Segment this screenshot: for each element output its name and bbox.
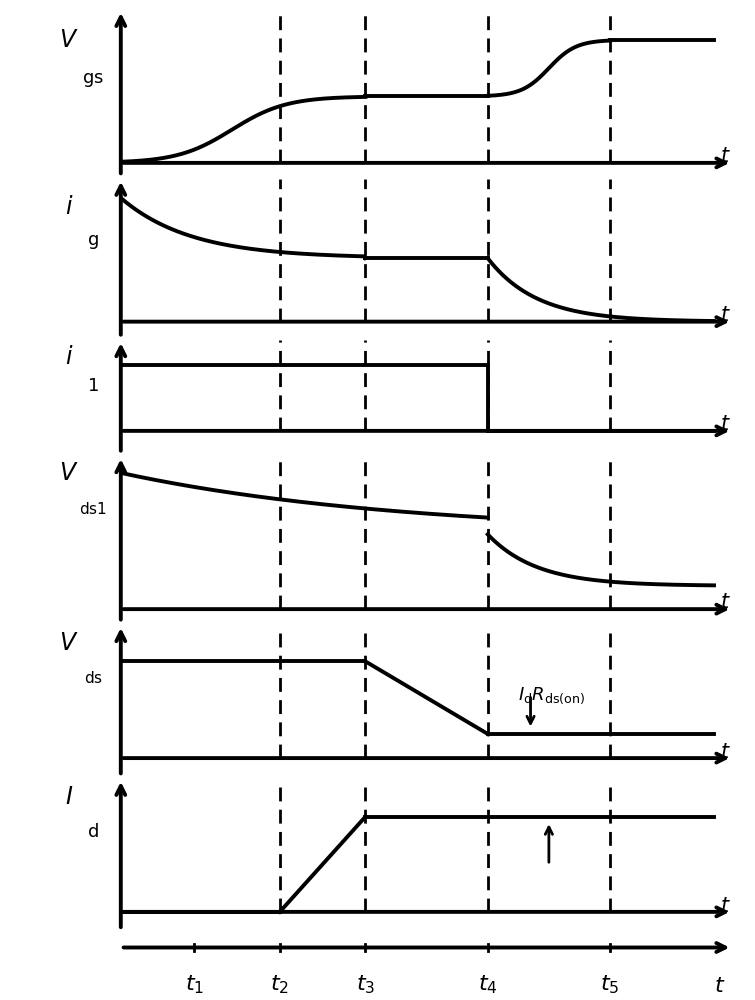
Text: $i$: $i$ [65, 345, 73, 369]
Text: $t_4$: $t_4$ [478, 974, 498, 996]
Text: $t$: $t$ [720, 414, 731, 434]
Text: $t$: $t$ [720, 146, 731, 166]
Text: $I$: $I$ [65, 785, 73, 809]
Text: $\mathrm{gs}$: $\mathrm{gs}$ [82, 71, 104, 89]
Text: $\mathrm{ds}$: $\mathrm{ds}$ [84, 670, 103, 686]
Text: $t_1$: $t_1$ [185, 974, 204, 996]
Text: $\mathrm{d}$: $\mathrm{d}$ [88, 823, 99, 841]
Text: $V$: $V$ [59, 631, 79, 655]
Text: $t_2$: $t_2$ [270, 974, 289, 996]
Text: $t$: $t$ [720, 592, 731, 612]
Text: $i$: $i$ [65, 195, 73, 219]
Text: $1$: $1$ [88, 377, 99, 395]
Text: $t$: $t$ [720, 896, 731, 916]
Text: $t$: $t$ [720, 305, 731, 325]
Text: $I_\mathrm{d}R_\mathrm{ds(on)}$: $I_\mathrm{d}R_\mathrm{ds(on)}$ [518, 686, 586, 706]
Text: $V$: $V$ [59, 28, 79, 52]
Text: $t$: $t$ [720, 742, 731, 762]
Text: $\mathrm{ds1}$: $\mathrm{ds1}$ [79, 501, 107, 517]
Text: $t$: $t$ [714, 976, 726, 996]
Text: $V$: $V$ [59, 461, 79, 485]
Text: $\mathrm{g}$: $\mathrm{g}$ [88, 233, 99, 251]
Text: $t_3$: $t_3$ [356, 974, 375, 996]
Text: $t_5$: $t_5$ [600, 974, 620, 996]
